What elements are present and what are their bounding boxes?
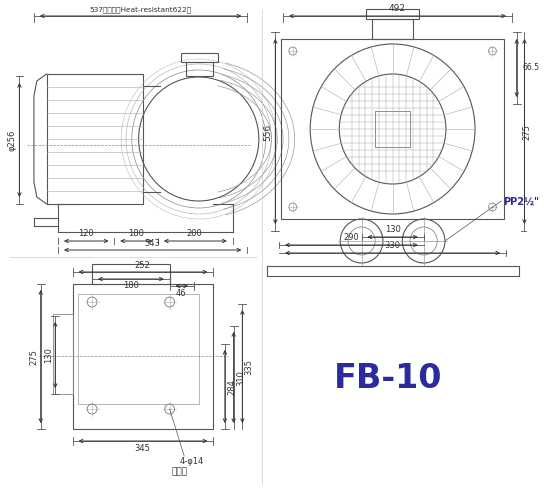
Text: FB-10: FB-10 (333, 363, 442, 396)
Text: 120: 120 (78, 230, 94, 239)
Text: PP2½": PP2½" (503, 197, 539, 207)
Bar (281, 39, 504, 219)
Text: 4-φ14: 4-φ14 (180, 456, 204, 465)
Text: 345: 345 (134, 444, 151, 453)
Text: 130: 130 (385, 225, 400, 235)
Text: 槽圆孔: 槽圆孔 (171, 467, 188, 477)
Bar (372, 19, 413, 39)
Text: 180: 180 (123, 282, 139, 290)
Text: 200: 200 (186, 230, 202, 239)
Text: 330: 330 (385, 242, 400, 250)
Bar (186, 62, 213, 76)
Text: 252: 252 (134, 260, 150, 270)
Bar (92, 264, 170, 284)
Text: 556: 556 (263, 124, 272, 141)
Text: 46: 46 (176, 288, 187, 297)
Text: 180: 180 (128, 230, 144, 239)
Text: 284: 284 (227, 379, 236, 395)
Bar (53, 314, 73, 394)
Text: 335: 335 (245, 359, 254, 375)
Text: 275: 275 (522, 124, 531, 140)
Text: 543: 543 (144, 239, 160, 247)
Text: 290: 290 (343, 234, 359, 243)
Text: 492: 492 (389, 4, 406, 13)
Bar (47, 74, 144, 204)
Bar (367, 9, 419, 19)
Bar (73, 284, 213, 429)
Text: 130: 130 (44, 347, 53, 363)
Text: 275: 275 (29, 349, 39, 365)
Bar (181, 53, 218, 62)
Text: 66.5: 66.5 (523, 64, 540, 73)
Text: 310: 310 (236, 370, 245, 386)
Text: φ256: φ256 (7, 129, 16, 151)
Bar (78, 294, 199, 404)
Text: 537（隱热型Heat-resistant622）: 537（隱热型Heat-resistant622） (90, 7, 191, 13)
Bar (375, 111, 410, 147)
